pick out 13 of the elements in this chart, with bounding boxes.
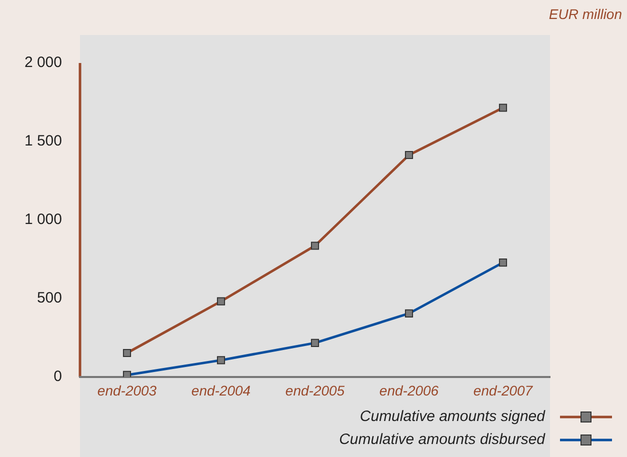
y-tick-label: 1 500 <box>24 132 62 150</box>
x-tick-label: end-2003 <box>97 382 157 398</box>
x-tick-label: end-2005 <box>285 382 345 398</box>
y-axis-title: EUR million <box>548 6 622 22</box>
y-tick-label: 2 000 <box>24 54 62 72</box>
x-tick-label: end-2006 <box>379 382 439 398</box>
legend-label: Cumulative amounts disbursed <box>339 431 546 448</box>
x-tick-label: end-2007 <box>473 382 534 398</box>
x-tick-label: end-2004 <box>191 382 251 398</box>
legend-label: Cumulative amounts signed <box>360 408 546 426</box>
y-tick-label: 0 <box>54 368 62 386</box>
y-tick-label: 500 <box>36 290 62 307</box>
y-tick-label: 1 000 <box>24 211 62 228</box>
